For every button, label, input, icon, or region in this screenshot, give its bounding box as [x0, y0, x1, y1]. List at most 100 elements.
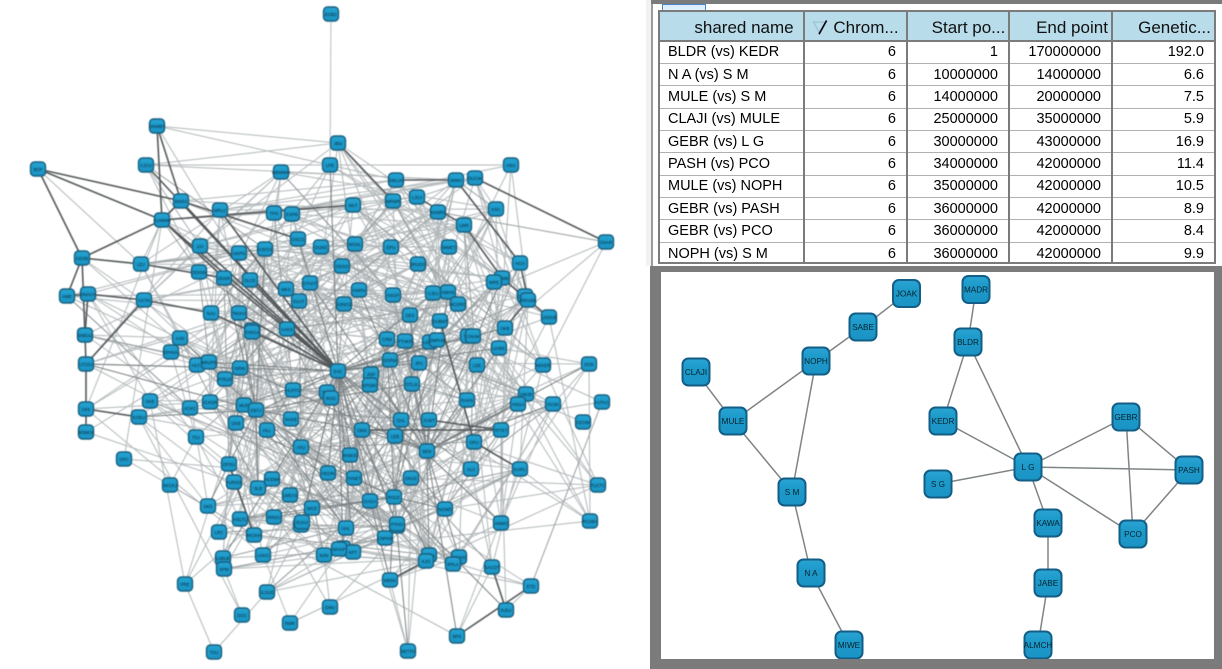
svg-text:SNEUU: SNEUU: [77, 333, 92, 338]
svg-text:LWR: LWR: [459, 223, 468, 228]
svg-text:WGKL: WGKL: [349, 242, 362, 247]
svg-text:OAGA: OAGA: [364, 499, 377, 504]
svg-text:JJA: JJA: [196, 244, 203, 249]
svg-text:HJRSO: HJRSO: [227, 480, 242, 485]
svg-text:EUHJ: EUHJ: [296, 520, 307, 525]
svg-text:ACKC: ACKC: [184, 406, 196, 411]
svg-text:EUAT: EUAT: [293, 299, 305, 304]
svg-text:OJECG: OJECG: [258, 247, 273, 252]
svg-text:OCSK: OCSK: [547, 402, 559, 407]
svg-text:EOBC: EOBC: [325, 12, 337, 17]
svg-text:UKPN: UKPN: [233, 251, 245, 256]
svg-text:HSLTL: HSLTL: [233, 517, 247, 522]
svg-text:AAKS: AAKS: [281, 327, 293, 332]
svg-text:LSBUE: LSBUE: [216, 556, 230, 561]
svg-text:KSC: KSC: [492, 207, 501, 212]
svg-text:ASNCD: ASNCD: [336, 302, 351, 307]
svg-text:MCORO: MCORO: [450, 302, 467, 307]
svg-text:EPHHA: EPHHA: [164, 350, 179, 355]
svg-text:EAC: EAC: [334, 369, 343, 374]
svg-text:ETD: ETD: [527, 584, 536, 589]
svg-text:AUJ: AUJ: [467, 467, 475, 472]
svg-text:GPC: GPC: [119, 457, 128, 462]
svg-text:RKOHH: RKOHH: [246, 533, 262, 538]
svg-text:WHAP: WHAP: [333, 547, 346, 552]
svg-text:SLB: SLB: [254, 486, 262, 491]
svg-text:JGP: JGP: [367, 372, 375, 377]
svg-text:ONAR: ONAR: [600, 240, 612, 245]
svg-text:DNACH: DNACH: [80, 292, 95, 297]
svg-text:BRUOO: BRUOO: [410, 262, 426, 267]
svg-text:GKB: GKB: [231, 421, 240, 426]
svg-text:RRAOM: RRAOM: [520, 298, 536, 303]
svg-text:KARC: KARC: [514, 467, 526, 472]
svg-text:GKE: GKE: [145, 399, 154, 404]
svg-text:ORU: ORU: [469, 440, 479, 445]
svg-text:N A: N A: [804, 569, 818, 578]
svg-text:MADR: MADR: [964, 286, 988, 295]
svg-text:PCO: PCO: [1124, 530, 1142, 539]
svg-text:NAKB: NAKB: [285, 417, 297, 422]
svg-text:ESPB: ESPB: [286, 212, 298, 217]
svg-text:DWLUG: DWLUG: [388, 178, 405, 183]
svg-text:HLTJ: HLTJ: [192, 363, 202, 368]
svg-text:GTAHT: GTAHT: [303, 281, 318, 286]
svg-text:SACOT: SACOT: [485, 565, 500, 570]
svg-text:TUCTC: TUCTC: [591, 483, 606, 488]
svg-text:JCWT: JCWT: [423, 418, 435, 423]
svg-text:ROLE: ROLE: [388, 495, 400, 500]
svg-text:NETTH: NETTH: [401, 649, 415, 654]
svg-text:CJDJ: CJDJ: [428, 291, 439, 296]
svg-text:WRE: WRE: [489, 280, 499, 285]
svg-text:HKB: HKB: [501, 326, 510, 331]
svg-text:HCEMK: HCEMK: [264, 477, 280, 482]
svg-text:HSU: HSU: [506, 163, 515, 168]
svg-text:GEBR: GEBR: [1114, 413, 1137, 422]
svg-text:HNRN: HNRN: [353, 288, 365, 293]
svg-text:SPM: SPM: [219, 567, 229, 572]
svg-text:OSCG: OSCG: [292, 237, 305, 242]
svg-text:MKS: MKS: [281, 287, 290, 292]
svg-text:TKNET: TKNET: [347, 476, 361, 481]
svg-text:LDE: LDE: [473, 363, 481, 368]
svg-text:BWDJ: BWDJ: [175, 199, 187, 204]
svg-text:DPSU: DPSU: [223, 462, 235, 467]
svg-text:OMPHN: OMPHN: [429, 338, 445, 343]
svg-text:WLT: WLT: [349, 203, 358, 208]
svg-text:KEDR: KEDR: [932, 417, 955, 426]
svg-text:CNAM: CNAM: [467, 334, 480, 339]
svg-text:BCP: BCP: [34, 167, 43, 172]
svg-text:KOEU: KOEU: [133, 415, 145, 420]
svg-text:TSU: TSU: [210, 650, 219, 655]
svg-text:NEKER: NEKER: [536, 363, 551, 368]
svg-text:LPE: LPE: [326, 163, 334, 168]
svg-text:LRC: LRC: [215, 530, 224, 535]
svg-text:OTLJL: OTLJL: [406, 382, 420, 387]
svg-text:RAKN: RAKN: [461, 398, 473, 403]
svg-text:OMS: OMS: [357, 428, 367, 433]
svg-text:RJDJ: RJDJ: [501, 608, 512, 613]
svg-text:L G: L G: [1022, 463, 1035, 472]
svg-text:AMMO: AMMO: [494, 521, 508, 526]
svg-text:MJN: MJN: [320, 553, 329, 558]
svg-text:PASH: PASH: [1178, 466, 1200, 475]
svg-text:CKTN: CKTN: [138, 298, 150, 303]
svg-text:NOMD: NOMD: [438, 507, 451, 512]
svg-text:CNPKB: CNPKB: [378, 536, 393, 541]
svg-text:WAWJC: WAWJC: [342, 453, 358, 458]
svg-text:CLAJI: CLAJI: [685, 368, 707, 377]
svg-text:GDSB: GDSB: [76, 256, 88, 261]
svg-text:RCUBA: RCUBA: [582, 519, 597, 524]
svg-text:AWE: AWE: [62, 294, 72, 299]
svg-text:TSJ: TSJ: [192, 435, 200, 440]
svg-text:GGC: GGC: [237, 613, 247, 618]
svg-text:WBWWO: WBWWO: [272, 170, 291, 175]
svg-text:TPG: TPG: [270, 211, 279, 216]
svg-text:CRM: CRM: [382, 337, 392, 342]
svg-text:UMJB: UMJB: [520, 392, 532, 397]
svg-text:MRWR: MRWR: [386, 199, 400, 204]
svg-text:HNGA: HNGA: [512, 402, 525, 407]
svg-text:DNWBT: DNWBT: [149, 124, 165, 129]
svg-text:HSGP: HSGP: [387, 293, 399, 298]
svg-text:EPU: EPU: [387, 245, 396, 250]
